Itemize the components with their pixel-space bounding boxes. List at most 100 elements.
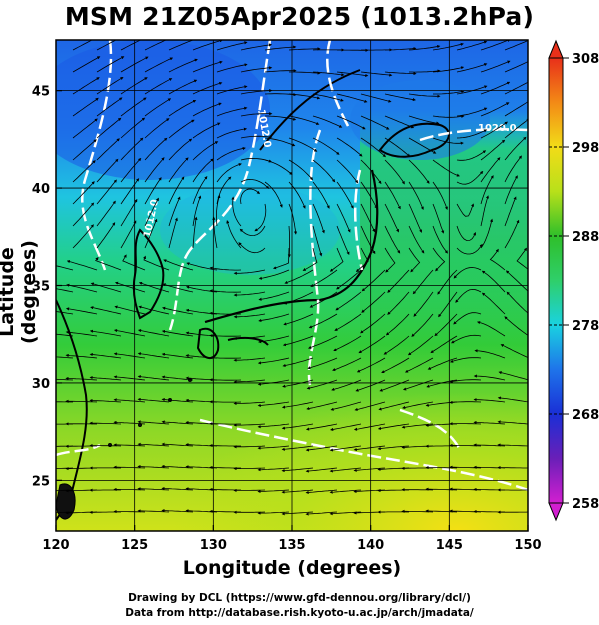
streamline — [333, 335, 362, 352]
streamline — [258, 335, 290, 344]
streamline — [504, 155, 522, 183]
streamline — [163, 259, 194, 271]
streamline — [432, 181, 448, 211]
streamline — [408, 247, 421, 273]
streamline — [504, 175, 518, 205]
streamline — [312, 71, 345, 77]
streamline — [257, 445, 290, 450]
streamline — [305, 467, 338, 473]
streamline — [305, 445, 338, 452]
streamline — [258, 291, 290, 301]
streamline — [281, 467, 314, 473]
streamline — [144, 137, 168, 161]
colorbar-tick-label: 268 — [572, 408, 599, 423]
streamline — [427, 357, 458, 370]
streamline — [408, 225, 425, 254]
streamline — [120, 97, 147, 117]
streamline — [432, 159, 460, 177]
streamline — [312, 115, 343, 128]
streamline — [72, 77, 100, 95]
streamline — [168, 196, 181, 227]
streamline — [432, 225, 448, 254]
streamline — [360, 313, 386, 334]
streamline — [384, 181, 401, 210]
streamline — [360, 181, 378, 210]
streamline — [56, 356, 74, 359]
streamline — [288, 159, 314, 181]
streamline — [360, 137, 386, 158]
streamline — [432, 114, 465, 118]
streamline — [216, 106, 248, 117]
streamline — [433, 90, 465, 95]
streamline — [72, 40, 93, 51]
streamline — [284, 269, 314, 284]
streamline — [137, 397, 170, 403]
streamline — [258, 313, 290, 323]
streamline — [529, 119, 552, 138]
streamline — [504, 40, 528, 51]
streamline — [305, 489, 338, 495]
streamline — [455, 288, 482, 303]
streamline — [120, 198, 138, 227]
streamline — [473, 398, 506, 403]
streamline — [281, 489, 314, 494]
streamline — [144, 57, 174, 73]
streamline — [360, 159, 382, 185]
streamline — [456, 63, 488, 73]
streamline — [144, 98, 172, 117]
streamline — [306, 401, 338, 411]
streamline — [408, 115, 440, 125]
streamline — [72, 160, 96, 183]
y-tick-label: 35 — [32, 280, 50, 295]
streamline — [456, 225, 476, 241]
streamline — [168, 100, 197, 117]
streamline — [408, 203, 422, 233]
streamline — [281, 423, 314, 430]
page-title: MSM 21Z05Apr2025 (1013.2hPa) — [64, 2, 535, 31]
streamline — [90, 306, 122, 315]
streamline — [89, 398, 122, 403]
streamline — [137, 329, 170, 337]
colorbar-tick-label: 278 — [572, 319, 599, 334]
streamline — [381, 357, 410, 374]
streamline — [120, 178, 140, 205]
streamline — [353, 445, 386, 452]
streamline — [360, 203, 376, 233]
x-tick-label: 120 — [42, 538, 69, 553]
streamline — [504, 118, 528, 139]
streamline — [504, 101, 528, 117]
streamline — [233, 313, 266, 319]
colorbar-tick-label: 288 — [572, 230, 599, 245]
streamline — [66, 283, 98, 293]
streamline — [432, 203, 445, 234]
streamline — [264, 159, 293, 175]
streamline — [65, 330, 98, 337]
streamline — [329, 247, 344, 272]
streamline — [209, 334, 242, 338]
streamline — [336, 225, 350, 256]
streamline — [402, 401, 434, 410]
streamline — [336, 203, 351, 233]
streamline — [161, 352, 194, 359]
streamline — [192, 141, 219, 161]
streamline — [120, 56, 149, 73]
streamline — [312, 181, 330, 209]
streamline — [497, 396, 528, 403]
streamline — [312, 159, 336, 183]
streamline — [480, 60, 511, 73]
streamline — [407, 335, 434, 356]
streamline — [137, 352, 170, 359]
streamline — [453, 267, 482, 279]
streamline — [453, 312, 482, 325]
streamline — [144, 40, 168, 51]
streamline — [335, 291, 362, 311]
streamline — [66, 260, 98, 271]
streamline — [432, 66, 465, 73]
streamline — [114, 281, 146, 293]
streamline — [330, 401, 362, 411]
streamline — [529, 178, 544, 204]
streamline — [138, 305, 170, 315]
streamline — [504, 219, 520, 249]
streamline — [506, 291, 528, 314]
streamline — [120, 220, 137, 249]
